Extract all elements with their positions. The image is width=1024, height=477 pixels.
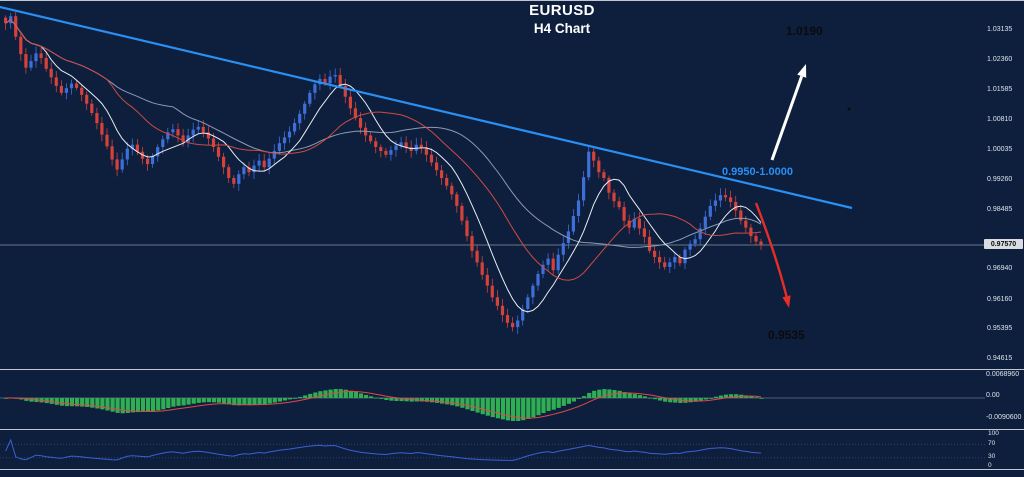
symbol-title: EURUSD	[529, 2, 595, 19]
rsi-axis-label-30: 30	[988, 453, 996, 460]
macd-histogram	[0, 389, 985, 421]
stray-dot	[847, 107, 851, 111]
separator-price-macd	[0, 369, 1024, 370]
timeframe-title: H4 Chart	[533, 21, 591, 36]
bullish-arrow	[770, 64, 807, 161]
separator-bottom	[0, 469, 1024, 470]
top-border	[0, 0, 1024, 1]
chart-title: EURUSD H4 Chart	[462, 2, 662, 36]
rsi-axis-label-100: 100	[988, 430, 999, 437]
candlesticks	[4, 12, 763, 334]
upper-target-label: 1.0190	[786, 24, 823, 38]
bearish-arrow	[754, 202, 791, 308]
macd-axis-label-min: -0.0090600	[986, 414, 1022, 421]
lower-target-label: 0.9535	[768, 328, 805, 342]
moving-averages	[5, 19, 762, 313]
rsi-axis-label-0: 0	[988, 462, 992, 469]
descending-trendline[interactable]	[0, 5, 853, 210]
macd-axis-label-max: 0.0068960	[986, 371, 1020, 378]
rsi-axis-label-70: 70	[988, 440, 996, 447]
resistance-zone-label: 0.9950-1.0000	[722, 166, 793, 178]
macd-axis-label-zero: 0.00	[986, 392, 1000, 399]
rsi-indicator	[0, 438, 985, 461]
current-price-badge: 0.97570	[984, 239, 1023, 249]
separator-macd-rsi	[0, 429, 1024, 430]
